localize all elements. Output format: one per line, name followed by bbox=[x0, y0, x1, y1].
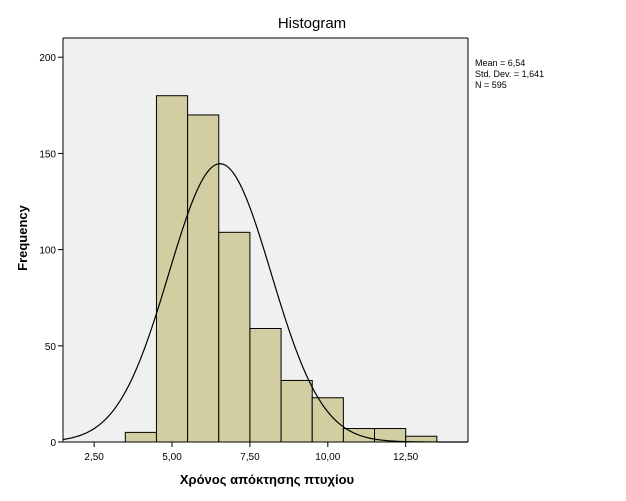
histogram-bar-3 bbox=[218, 231, 251, 443]
normal-curve bbox=[62, 163, 468, 443]
histogram-bar-5 bbox=[280, 379, 313, 443]
y-tick-label: 0 bbox=[50, 438, 56, 449]
y-tick-label: 200 bbox=[39, 53, 56, 64]
chart-title: Histogram bbox=[278, 15, 346, 32]
x-tick-label: 7,50 bbox=[240, 452, 260, 463]
histogram-bar-4 bbox=[249, 327, 282, 443]
histogram-bar-2 bbox=[187, 114, 220, 443]
x-tick-label: 5,00 bbox=[162, 452, 182, 463]
stats-mean: Mean = 6,54 bbox=[475, 58, 525, 68]
y-axis-label: Frequency bbox=[15, 204, 30, 271]
x-tick-label: 10,00 bbox=[315, 452, 340, 463]
histogram-bar-0 bbox=[124, 431, 157, 443]
x-tick-label: 2,50 bbox=[84, 452, 104, 463]
histogram-bar-1 bbox=[155, 95, 189, 443]
x-axis-label: Χρόνος απόκτησης πτυχίου bbox=[180, 472, 355, 487]
stats-std-dev: Std. Dev. = 1,641 bbox=[475, 69, 544, 79]
y-tick-label: 150 bbox=[39, 149, 56, 160]
y-tick-label: 100 bbox=[39, 246, 56, 257]
y-tick-label: 50 bbox=[45, 342, 57, 353]
stats-n: N = 595 bbox=[475, 80, 507, 90]
histogram-bar-6 bbox=[311, 397, 344, 443]
x-tick-label: 12,50 bbox=[393, 452, 418, 463]
